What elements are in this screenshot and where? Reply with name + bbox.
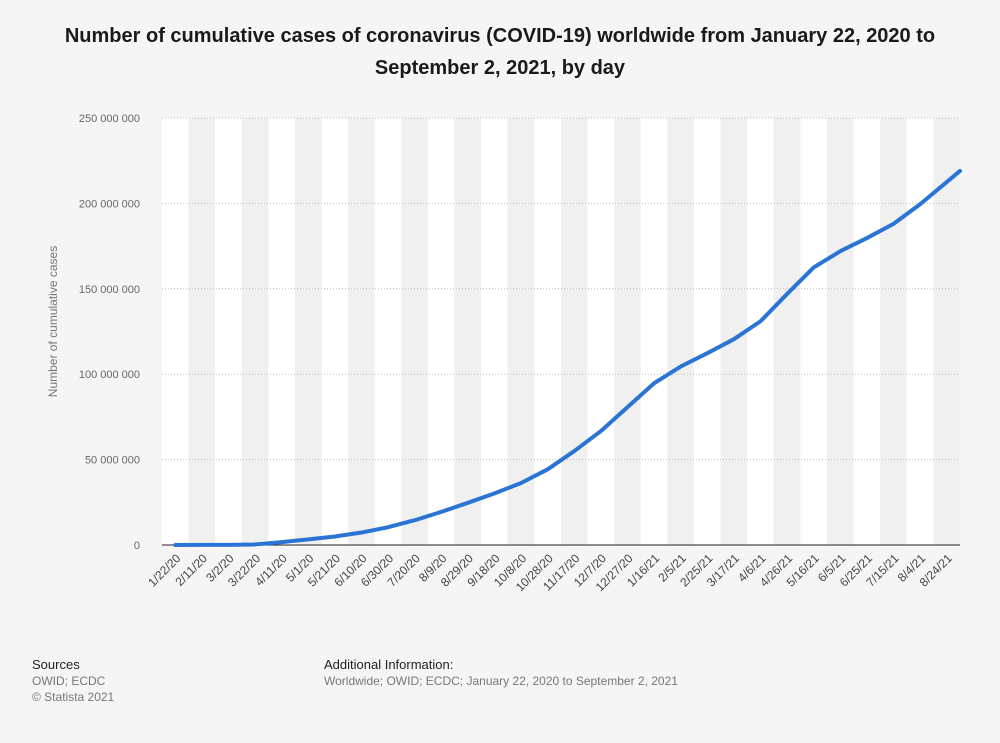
category-band [561, 118, 588, 545]
category-band [374, 118, 402, 545]
chart-title: Number of cumulative cases of coronaviru… [64, 25, 936, 79]
y-tick-label: 150 000 000 [79, 284, 140, 296]
y-tick-label: 50 000 000 [85, 455, 140, 467]
category-band [640, 118, 668, 545]
category-band [827, 118, 854, 545]
category-band [880, 118, 907, 545]
category-band [507, 118, 535, 545]
sources-block: Sources OWID; ECDC © Statista 2021 [32, 657, 114, 705]
series-line-cumulative-cases [173, 168, 962, 547]
category-band [587, 118, 615, 545]
category-band [800, 118, 827, 545]
category-band [454, 118, 482, 545]
category-band [614, 118, 641, 545]
y-tick-label: 100 000 000 [79, 369, 140, 381]
category-band [188, 118, 216, 545]
category-bands [162, 118, 960, 545]
category-band [853, 118, 881, 545]
category-band [321, 118, 349, 545]
category-band [295, 118, 322, 545]
sources-heading: Sources [32, 657, 80, 672]
category-band [348, 118, 375, 545]
category-band [241, 118, 269, 545]
y-axis-label: Number of cumulative cases [46, 246, 60, 397]
line-chart: 0 50 000 000 100 000 000 150 000 000 200 000… [46, 113, 962, 594]
y-tick-label: 0 [134, 540, 140, 552]
x-axis-ticks: 1/22/202/11/203/2/203/22/204/11/205/1/20… [145, 551, 955, 594]
category-band [773, 118, 801, 545]
additional-info-heading: Additional Information: [324, 657, 454, 672]
category-band [215, 118, 242, 545]
category-band [534, 118, 561, 545]
category-band [428, 118, 455, 545]
y-axis-ticks: 0 50 000 000 100 000 000 150 000 000 200 000… [79, 113, 140, 552]
category-band [747, 118, 774, 545]
category-band [268, 118, 295, 545]
additional-info-block: Additional Information: Worldwide; OWID;… [324, 657, 678, 689]
category-band [481, 118, 508, 545]
category-band [694, 118, 721, 545]
y-tick-label: 200 000 000 [79, 198, 140, 210]
category-band [667, 118, 694, 545]
category-band [906, 118, 934, 545]
y-tick-label: 250 000 000 [79, 113, 140, 125]
additional-info-text: Worldwide; OWID; ECDC; January 22, 2020 … [324, 674, 678, 688]
copyright-line: © Statista 2021 [32, 690, 115, 704]
category-band [162, 118, 189, 545]
sources-line: OWID; ECDC [32, 674, 106, 688]
category-band [401, 118, 428, 545]
